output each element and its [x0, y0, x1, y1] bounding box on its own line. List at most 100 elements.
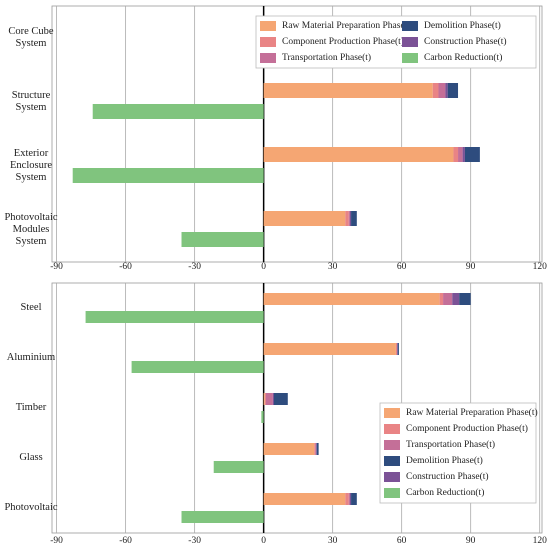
x-tick-label: 30	[328, 262, 338, 272]
bar	[213, 461, 264, 473]
bar	[432, 83, 439, 98]
x-tick-label: 90	[466, 262, 476, 272]
category-label: Core Cube System	[8, 26, 54, 49]
legend-label: Demolition Phase(t)	[424, 20, 501, 31]
bar	[314, 443, 316, 455]
legend-label: Construction Phase(t)	[406, 471, 489, 482]
bar	[349, 493, 352, 505]
category-label: Aluminium	[6, 352, 56, 363]
bar	[459, 293, 471, 305]
x-tick-label: 0	[261, 262, 266, 272]
category-label: Structure System	[11, 90, 51, 113]
x-tick-label: -90	[50, 262, 63, 272]
legend-swatch	[402, 37, 418, 47]
plot-frame	[51, 282, 543, 534]
legend-swatch	[384, 472, 400, 482]
bar	[263, 211, 346, 226]
bar	[447, 83, 459, 98]
x-tick-label: -60	[119, 262, 132, 272]
bar	[261, 411, 264, 423]
bar	[453, 147, 459, 162]
legend-swatch	[402, 53, 418, 63]
legend-label: Transportation Phase(t)	[282, 52, 371, 63]
plot-frame	[51, 5, 543, 263]
bar	[348, 211, 350, 226]
bar	[452, 293, 460, 305]
bar	[263, 443, 315, 455]
bar	[462, 147, 465, 162]
bar	[397, 343, 399, 355]
legend-label: Transportation Phase(t)	[406, 439, 495, 450]
legend-label: Raw Material Preparation Phase(t)	[282, 20, 414, 31]
bar	[263, 393, 265, 405]
bar	[315, 443, 317, 455]
bar	[345, 211, 349, 226]
legend-swatch	[384, 488, 400, 498]
bar	[263, 493, 346, 505]
x-tick-label: 60	[397, 536, 407, 546]
legend-swatch	[384, 408, 400, 418]
x-tick-label: 120	[533, 262, 548, 272]
x-tick-label: -90	[50, 536, 63, 546]
legend-label: Carbon Reduction(t)	[406, 487, 484, 498]
x-tick-label: -60	[119, 536, 132, 546]
category-label: Exterior Enclosure System	[10, 148, 52, 183]
bar	[272, 393, 274, 405]
bar	[438, 83, 446, 98]
bar	[464, 147, 480, 162]
bar	[351, 211, 357, 226]
legend-swatch	[384, 424, 400, 434]
category-label: Timber	[15, 402, 47, 413]
legend-swatch	[384, 456, 400, 466]
bar	[131, 361, 264, 373]
bar	[316, 443, 317, 455]
bar	[72, 168, 264, 183]
legend-label: Component Production Phase(t)	[282, 36, 404, 47]
bar	[92, 104, 264, 119]
legend-swatch	[402, 21, 418, 31]
bar	[445, 83, 448, 98]
bar	[264, 393, 266, 405]
bar	[263, 83, 433, 98]
legend-swatch	[260, 37, 276, 47]
legend-label: Component Production Phase(t)	[406, 423, 528, 434]
legend-swatch	[260, 21, 276, 31]
bar	[349, 211, 352, 226]
bar	[263, 343, 396, 355]
bar	[397, 343, 398, 355]
x-tick-label: 60	[397, 262, 407, 272]
legend-box	[379, 402, 537, 504]
bar	[181, 232, 264, 247]
category-label: Steel	[20, 302, 42, 313]
legend-label: Carbon Reduction(t)	[424, 52, 502, 63]
bar	[263, 147, 454, 162]
bar	[439, 293, 444, 305]
x-tick-label: -30	[188, 262, 201, 272]
legend-label: Raw Material Preparation Phase(t)	[406, 407, 538, 418]
x-tick-label: -30	[188, 536, 201, 546]
category-label: Photovoltaic	[4, 502, 58, 513]
bar	[181, 511, 264, 523]
bar	[263, 293, 440, 305]
x-tick-label: 120	[533, 536, 548, 546]
bar	[395, 343, 398, 355]
legend-label: Demolition Phase(t)	[406, 455, 483, 466]
x-tick-label: 90	[466, 536, 476, 546]
legend-swatch	[260, 53, 276, 63]
bar	[273, 393, 288, 405]
bar	[265, 393, 273, 405]
bar	[443, 293, 453, 305]
legend-box	[255, 15, 537, 69]
category-label: Glass	[19, 452, 43, 463]
category-label: Photovoltaic Modules System	[4, 212, 58, 247]
legend-label: Construction Phase(t)	[424, 36, 507, 47]
x-tick-label: 0	[261, 536, 266, 546]
bar	[85, 311, 264, 323]
bar	[458, 147, 463, 162]
x-tick-label: 30	[328, 536, 338, 546]
bar	[345, 493, 349, 505]
legend-swatch	[384, 440, 400, 450]
bar	[351, 493, 357, 505]
